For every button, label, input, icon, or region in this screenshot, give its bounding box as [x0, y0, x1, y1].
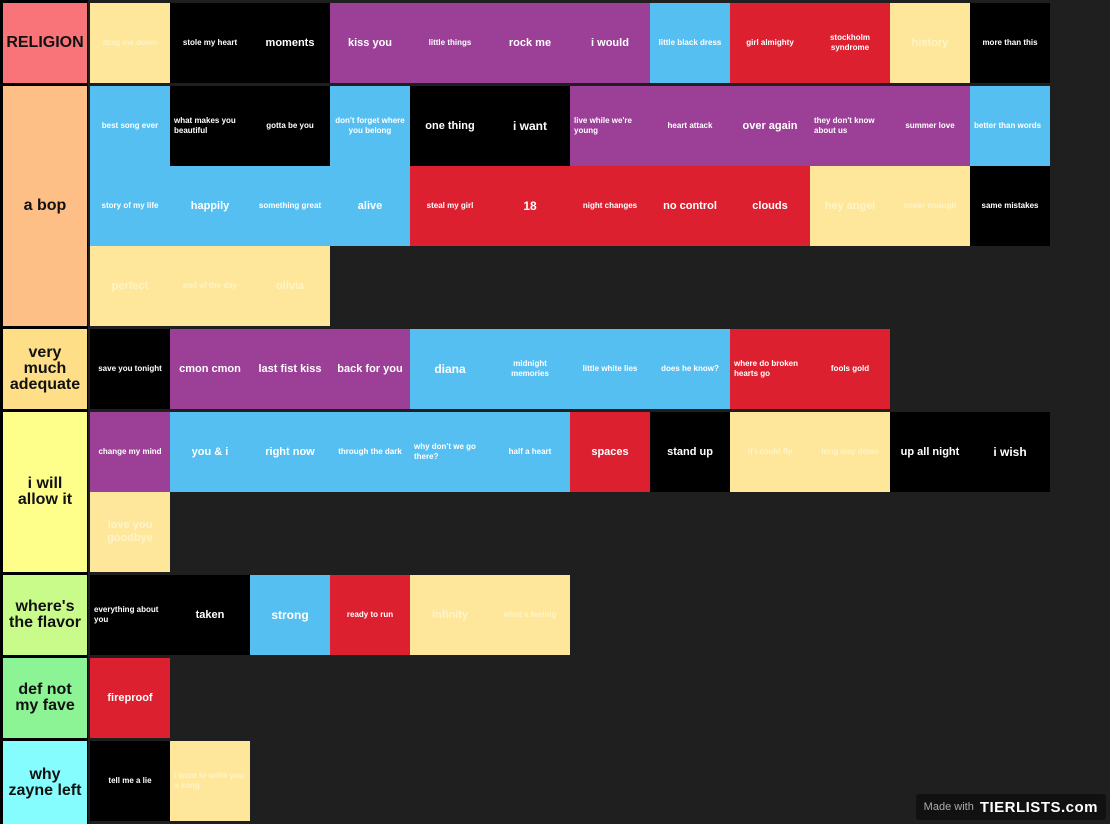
tier-item[interactable]: long way down: [810, 412, 890, 492]
tier-item[interactable]: olivia: [250, 246, 330, 326]
tier-item[interactable]: tell me a lie: [90, 741, 170, 821]
tier-item[interactable]: last fist kiss: [250, 329, 330, 409]
tier-item[interactable]: back for you: [330, 329, 410, 409]
tier-item[interactable]: clouds: [730, 166, 810, 246]
tier-items: everything about you taken strong ready to …: [90, 575, 1110, 655]
tier-items: fireproof: [90, 658, 1110, 738]
tier-item[interactable]: love you goodbye: [90, 492, 170, 572]
tier-item[interactable]: midnight memories: [490, 329, 570, 409]
tier-item[interactable]: happily: [170, 166, 250, 246]
tier-item[interactable]: rock me: [490, 3, 570, 83]
tier-items: best song ever what makes you beautiful go…: [90, 86, 1110, 326]
tier-item[interactable]: taken: [170, 575, 250, 655]
tier-item[interactable]: little white lies: [570, 329, 650, 409]
tier-item[interactable]: one thing: [410, 86, 490, 166]
tier-item[interactable]: diana: [410, 329, 490, 409]
tier-item[interactable]: why don't we go there?: [410, 412, 490, 492]
tier-item[interactable]: half a heart: [490, 412, 570, 492]
tier-item[interactable]: steal my girl: [410, 166, 490, 246]
tier-item[interactable]: end of the day: [170, 246, 250, 326]
tier-item[interactable]: over again: [730, 86, 810, 166]
tier-item[interactable]: what makes you beautiful: [170, 86, 250, 166]
tier-item[interactable]: perfect: [90, 246, 170, 326]
watermark-brand: TIERLISTS.com: [979, 798, 1098, 816]
watermark-made-with: Made with: [923, 801, 974, 813]
tier-label[interactable]: where's the flavor: [3, 575, 87, 655]
tier-item[interactable]: live while we're young: [570, 86, 650, 166]
tier-item[interactable]: drag me down: [90, 3, 170, 83]
tier-item[interactable]: i wish: [970, 412, 1050, 492]
tier-row: RELIGION drag me down stole my heart moment…: [0, 0, 1110, 83]
tier-item[interactable]: everything about you: [90, 575, 170, 655]
tier-item[interactable]: don't forget where you belong: [330, 86, 410, 166]
tier-row: where's the flavor everything about you ta…: [0, 572, 1110, 655]
tier-item[interactable]: alive: [330, 166, 410, 246]
tier-items: tell me a lie i want to write you a song: [90, 741, 1110, 824]
tier-items: drag me down stole my heart moments kiss yo…: [90, 3, 1110, 83]
tier-item[interactable]: same mistakes: [970, 166, 1050, 246]
tier-row: def not my fave fireproof: [0, 655, 1110, 738]
tier-label[interactable]: a bop: [3, 86, 87, 326]
tier-item[interactable]: fools gold: [810, 329, 890, 409]
tier-items: change my mind you & i right now through th…: [90, 412, 1110, 572]
tier-item[interactable]: ready to run: [330, 575, 410, 655]
tier-items: save you tonight cmon cmon last fist kiss b…: [90, 329, 1110, 409]
tier-item[interactable]: i want: [490, 86, 570, 166]
tier-item[interactable]: hey angel: [810, 166, 890, 246]
tier-label[interactable]: very much adequate: [3, 329, 87, 409]
tier-item[interactable]: change my mind: [90, 412, 170, 492]
tier-item[interactable]: stole my heart: [170, 3, 250, 83]
tier-item[interactable]: something great: [250, 166, 330, 246]
tier-item[interactable]: where do broken hearts go: [730, 329, 810, 409]
tier-item[interactable]: save you tonight: [90, 329, 170, 409]
tier-item[interactable]: more than this: [970, 3, 1050, 83]
tier-label[interactable]: def not my fave: [3, 658, 87, 738]
watermark: Made with TIERLISTS.com: [915, 794, 1106, 820]
tier-item[interactable]: i would: [570, 3, 650, 83]
tier-item[interactable]: stand up: [650, 412, 730, 492]
tier-item[interactable]: kiss you: [330, 3, 410, 83]
tier-item[interactable]: fireproof: [90, 658, 170, 738]
tier-item[interactable]: little things: [410, 3, 490, 83]
tier-row: very much adequate save you tonight cmon c…: [0, 326, 1110, 409]
tier-item[interactable]: right now: [250, 412, 330, 492]
tier-item[interactable]: gotta be you: [250, 86, 330, 166]
tier-item[interactable]: heart attack: [650, 86, 730, 166]
tier-item[interactable]: infinity: [410, 575, 490, 655]
tier-item[interactable]: strong: [250, 575, 330, 655]
tier-item[interactable]: girl almighty: [730, 3, 810, 83]
tier-item[interactable]: no control: [650, 166, 730, 246]
tier-item[interactable]: through the dark: [330, 412, 410, 492]
tier-item[interactable]: you & i: [170, 412, 250, 492]
tier-item[interactable]: cmon cmon: [170, 329, 250, 409]
tier-item[interactable]: does he know?: [650, 329, 730, 409]
tier-item[interactable]: night changes: [570, 166, 650, 246]
tier-item[interactable]: history: [890, 3, 970, 83]
tier-item[interactable]: stockholm syndrome: [810, 3, 890, 83]
tier-item[interactable]: what a feeling: [490, 575, 570, 655]
tier-label[interactable]: why zayne left: [3, 741, 87, 824]
tier-item[interactable]: if i could fly: [730, 412, 810, 492]
tier-row: i will allow it change my mind you & i righ…: [0, 409, 1110, 572]
tier-item[interactable]: little black dress: [650, 3, 730, 83]
tier-item[interactable]: never enough: [890, 166, 970, 246]
tier-label[interactable]: RELIGION: [3, 3, 87, 83]
tier-item[interactable]: summer love: [890, 86, 970, 166]
tier-label[interactable]: i will allow it: [3, 412, 87, 572]
tier-item[interactable]: story of my life: [90, 166, 170, 246]
tier-item[interactable]: moments: [250, 3, 330, 83]
tier-item[interactable]: they don't know about us: [810, 86, 890, 166]
tier-item[interactable]: better than words: [970, 86, 1050, 166]
tier-item[interactable]: best song ever: [90, 86, 170, 166]
tier-row: a bop best song ever what makes you beauti…: [0, 83, 1110, 326]
tier-item[interactable]: i want to write you a song: [170, 741, 250, 821]
tier-item[interactable]: spaces: [570, 412, 650, 492]
tier-item[interactable]: up all night: [890, 412, 970, 492]
tier-item[interactable]: 18: [490, 166, 570, 246]
tier-row: why zayne left tell me a lie i want to wri…: [0, 738, 1110, 824]
